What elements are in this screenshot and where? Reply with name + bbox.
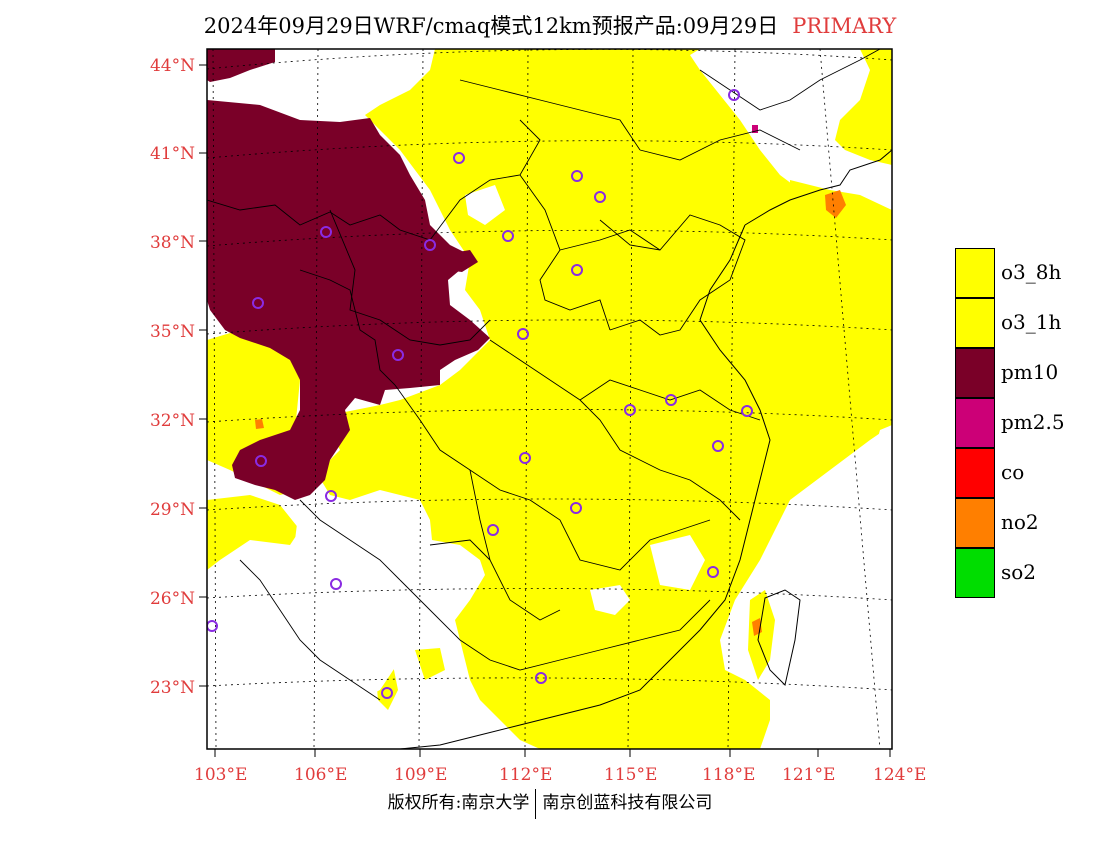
station-marker (571, 170, 583, 182)
o3-pearl (415, 648, 445, 680)
title-main: 2024年09月29日WRF/cmaq模式12km预报产品:09月29日 (203, 14, 779, 38)
legend-label: pm10 (1001, 360, 1059, 384)
lon-label: 118°E (702, 765, 756, 785)
province-boundaries (207, 49, 881, 701)
station-marker (424, 239, 436, 251)
pm10-north (207, 49, 275, 82)
taiwan-outline (757, 589, 801, 686)
legend-swatch (955, 348, 995, 398)
lat-label: 26°N (149, 589, 195, 609)
lon-label: 124°E (873, 765, 927, 785)
o3-southwest (207, 495, 300, 570)
station-marker (325, 490, 337, 502)
lat-label: 29°N (149, 500, 195, 520)
legend-label: no2 (1001, 510, 1039, 534)
legend-swatch (955, 448, 995, 498)
clean-gaps (465, 185, 892, 700)
clean-sichuan (207, 500, 440, 720)
lat-label: 35°N (149, 322, 195, 342)
o3-taiwan-strait (748, 590, 775, 680)
lon-label: 106°E (294, 765, 348, 785)
lat-label: 38°N (149, 233, 195, 253)
station-marker (728, 89, 740, 101)
o3-east-sea (790, 180, 892, 365)
no2-west (255, 419, 264, 429)
station-marker (255, 455, 267, 467)
no2-tianjin (825, 190, 846, 218)
legend-swatch (955, 498, 995, 548)
pm10-region (207, 100, 490, 500)
station-marker (320, 226, 332, 238)
legend-swatch (955, 298, 995, 348)
station-markers (207, 89, 753, 699)
lat-label: 44°N (149, 56, 195, 76)
legend-label: o3_1h (1001, 310, 1062, 334)
coastline (399, 224, 771, 749)
station-marker (381, 687, 393, 699)
station-marker (535, 672, 547, 684)
legend-swatch (955, 248, 995, 298)
copyright-company: 南京创蓝科技有限公司 (542, 793, 713, 813)
station-marker (330, 578, 342, 590)
lon-label: 115°E (604, 765, 658, 785)
station-marker (571, 264, 583, 276)
station-marker (487, 524, 499, 536)
station-marker (502, 230, 514, 242)
station-marker (519, 452, 531, 464)
station-marker (741, 405, 753, 417)
station-marker (624, 404, 636, 416)
station-marker (207, 620, 218, 632)
station-marker (517, 328, 529, 340)
lat-label: 32°N (149, 411, 195, 431)
copyright-owner: 版权所有:南京大学 (387, 793, 530, 813)
pm25-spot (752, 125, 758, 133)
map-title: 2024年09月29日WRF/cmaq模式12km预报产品:09月29日 PRIM… (0, 10, 1100, 40)
station-marker (665, 394, 677, 406)
title-tag: PRIMARY (792, 14, 897, 38)
station-marker (594, 191, 606, 203)
legend-label: co (1001, 460, 1025, 484)
station-marker (712, 440, 724, 452)
northeast-coast (744, 149, 892, 226)
lon-label: 103°E (194, 765, 248, 785)
legend-label: o3_8h (1001, 260, 1062, 284)
station-marker (392, 349, 404, 361)
copyright-footer: 版权所有:南京大学 南京创蓝科技有限公司 (0, 788, 1100, 819)
lon-label: 112°E (499, 765, 553, 785)
pm10-spot (440, 250, 478, 272)
lon-label: 121°E (782, 765, 836, 785)
legend-label: so2 (1001, 560, 1037, 584)
legend-label: pm2.5 (1001, 410, 1065, 434)
map-frame (206, 48, 893, 750)
lat-label: 23°N (149, 678, 195, 698)
o3-northeast (760, 49, 892, 165)
lon-label: 109°E (394, 765, 448, 785)
legend-swatch (955, 548, 995, 598)
station-marker (453, 152, 465, 164)
station-marker (707, 566, 719, 578)
o3-west-patches (207, 345, 290, 450)
axis-ticks (199, 64, 891, 757)
station-marker (252, 297, 264, 309)
o3-region (207, 49, 892, 749)
lat-label: 41°N (149, 144, 195, 164)
graticule (207, 49, 892, 749)
station-marker (570, 502, 582, 514)
footer-divider (535, 788, 537, 819)
legend-swatch (955, 398, 995, 448)
